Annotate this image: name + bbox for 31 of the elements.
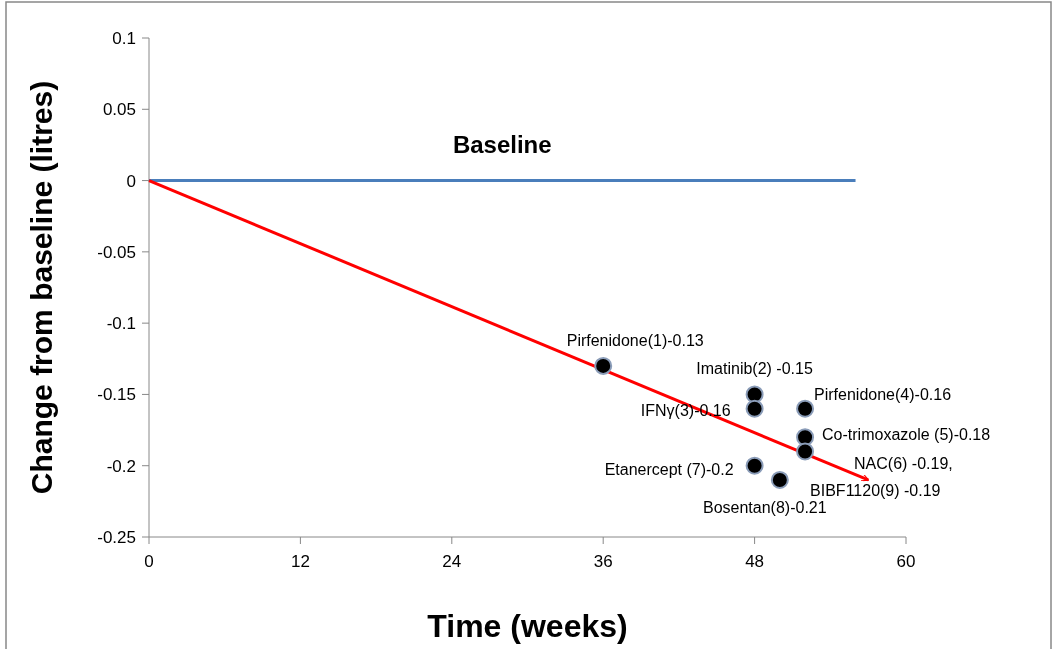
point — [770, 470, 789, 489]
point — [796, 442, 815, 461]
annotation: Etanercept (7)-0.2 — [604, 461, 734, 479]
point — [796, 428, 815, 447]
x-tick-label: 12 — [290, 552, 310, 571]
x-tick-label: 36 — [593, 552, 613, 571]
y-tick-label: 0 — [126, 171, 136, 191]
point — [745, 399, 764, 418]
annotation: NAC(6) -0.19, BIBF1120(9) -0.19 — [810, 455, 953, 500]
annotation: Bosentan(8)-0.21 — [703, 498, 827, 516]
annotation: Imatinib(2) -0.15 — [696, 360, 813, 378]
annotation: Co-trimoxazole (5)-0.18 — [822, 425, 991, 443]
y-tick-label: -0.2 — [106, 456, 136, 476]
y-tick-label: -0.1 — [106, 314, 136, 334]
y-tick-label: 0.1 — [112, 28, 136, 48]
point — [594, 356, 613, 375]
x-axis-title: Time (weeks) — [427, 608, 628, 644]
y-tick-label: -0.25 — [97, 527, 136, 547]
x-tick-label: 24 — [442, 552, 462, 571]
point — [796, 399, 815, 418]
y-tick-label: -0.05 — [97, 242, 136, 262]
series-label: Baseline — [452, 130, 552, 158]
y-tick-label: 0.05 — [102, 100, 136, 120]
point — [745, 456, 764, 475]
y-axis-title: Change from baseline (litres) — [25, 80, 58, 495]
x-tick-label: 60 — [896, 552, 916, 571]
y-tick-label: -0.15 — [97, 385, 136, 405]
x-tick-label: 48 — [745, 552, 765, 571]
x-tick-label: 0 — [144, 552, 154, 571]
annotation: Pirfenidone(4)-0.16 — [814, 386, 952, 404]
annotation: Pirfenidone(1)-0.13 — [566, 331, 704, 349]
